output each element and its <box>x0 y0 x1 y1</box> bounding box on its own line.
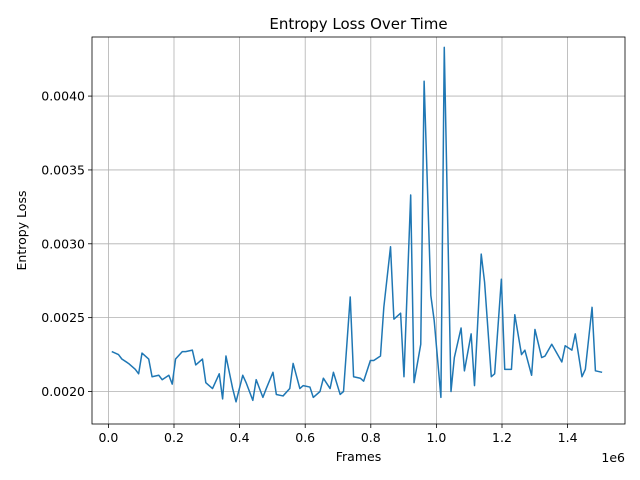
ticks: 0.0 0.2 0.4 0.6 0.8 1.0 1.2 1.4 0.0020 0.0025 0.00… <box>41 89 577 445</box>
grid <box>92 37 625 424</box>
x-tick-label: 1.2 <box>492 430 512 445</box>
x-axis-offset-text: 1e6 <box>601 450 625 465</box>
y-tick-label: 0.0035 <box>41 162 85 177</box>
x-tick-label: 0.6 <box>295 430 315 445</box>
plot-frame <box>91 36 626 425</box>
x-tick-label: 1.0 <box>426 430 446 445</box>
y-tick-label: 0.0030 <box>41 236 85 251</box>
x-tick-label: 1.4 <box>558 430 578 445</box>
y-tick-label: 0.0020 <box>41 384 85 399</box>
chart-title: Entropy Loss Over Time <box>269 15 447 33</box>
x-tick-label: 0.4 <box>230 430 250 445</box>
x-tick-label: 0.0 <box>98 430 118 445</box>
series-line-0 <box>111 46 603 403</box>
y-axis-label: Entropy Loss <box>14 191 29 271</box>
x-axis-label: Frames <box>336 449 381 464</box>
x-tick-label: 0.8 <box>361 430 381 445</box>
series-layer <box>111 46 603 403</box>
y-tick-label: 0.0025 <box>41 310 85 325</box>
x-tick-label: 0.2 <box>164 430 184 445</box>
y-tick-label: 0.0040 <box>41 89 85 104</box>
